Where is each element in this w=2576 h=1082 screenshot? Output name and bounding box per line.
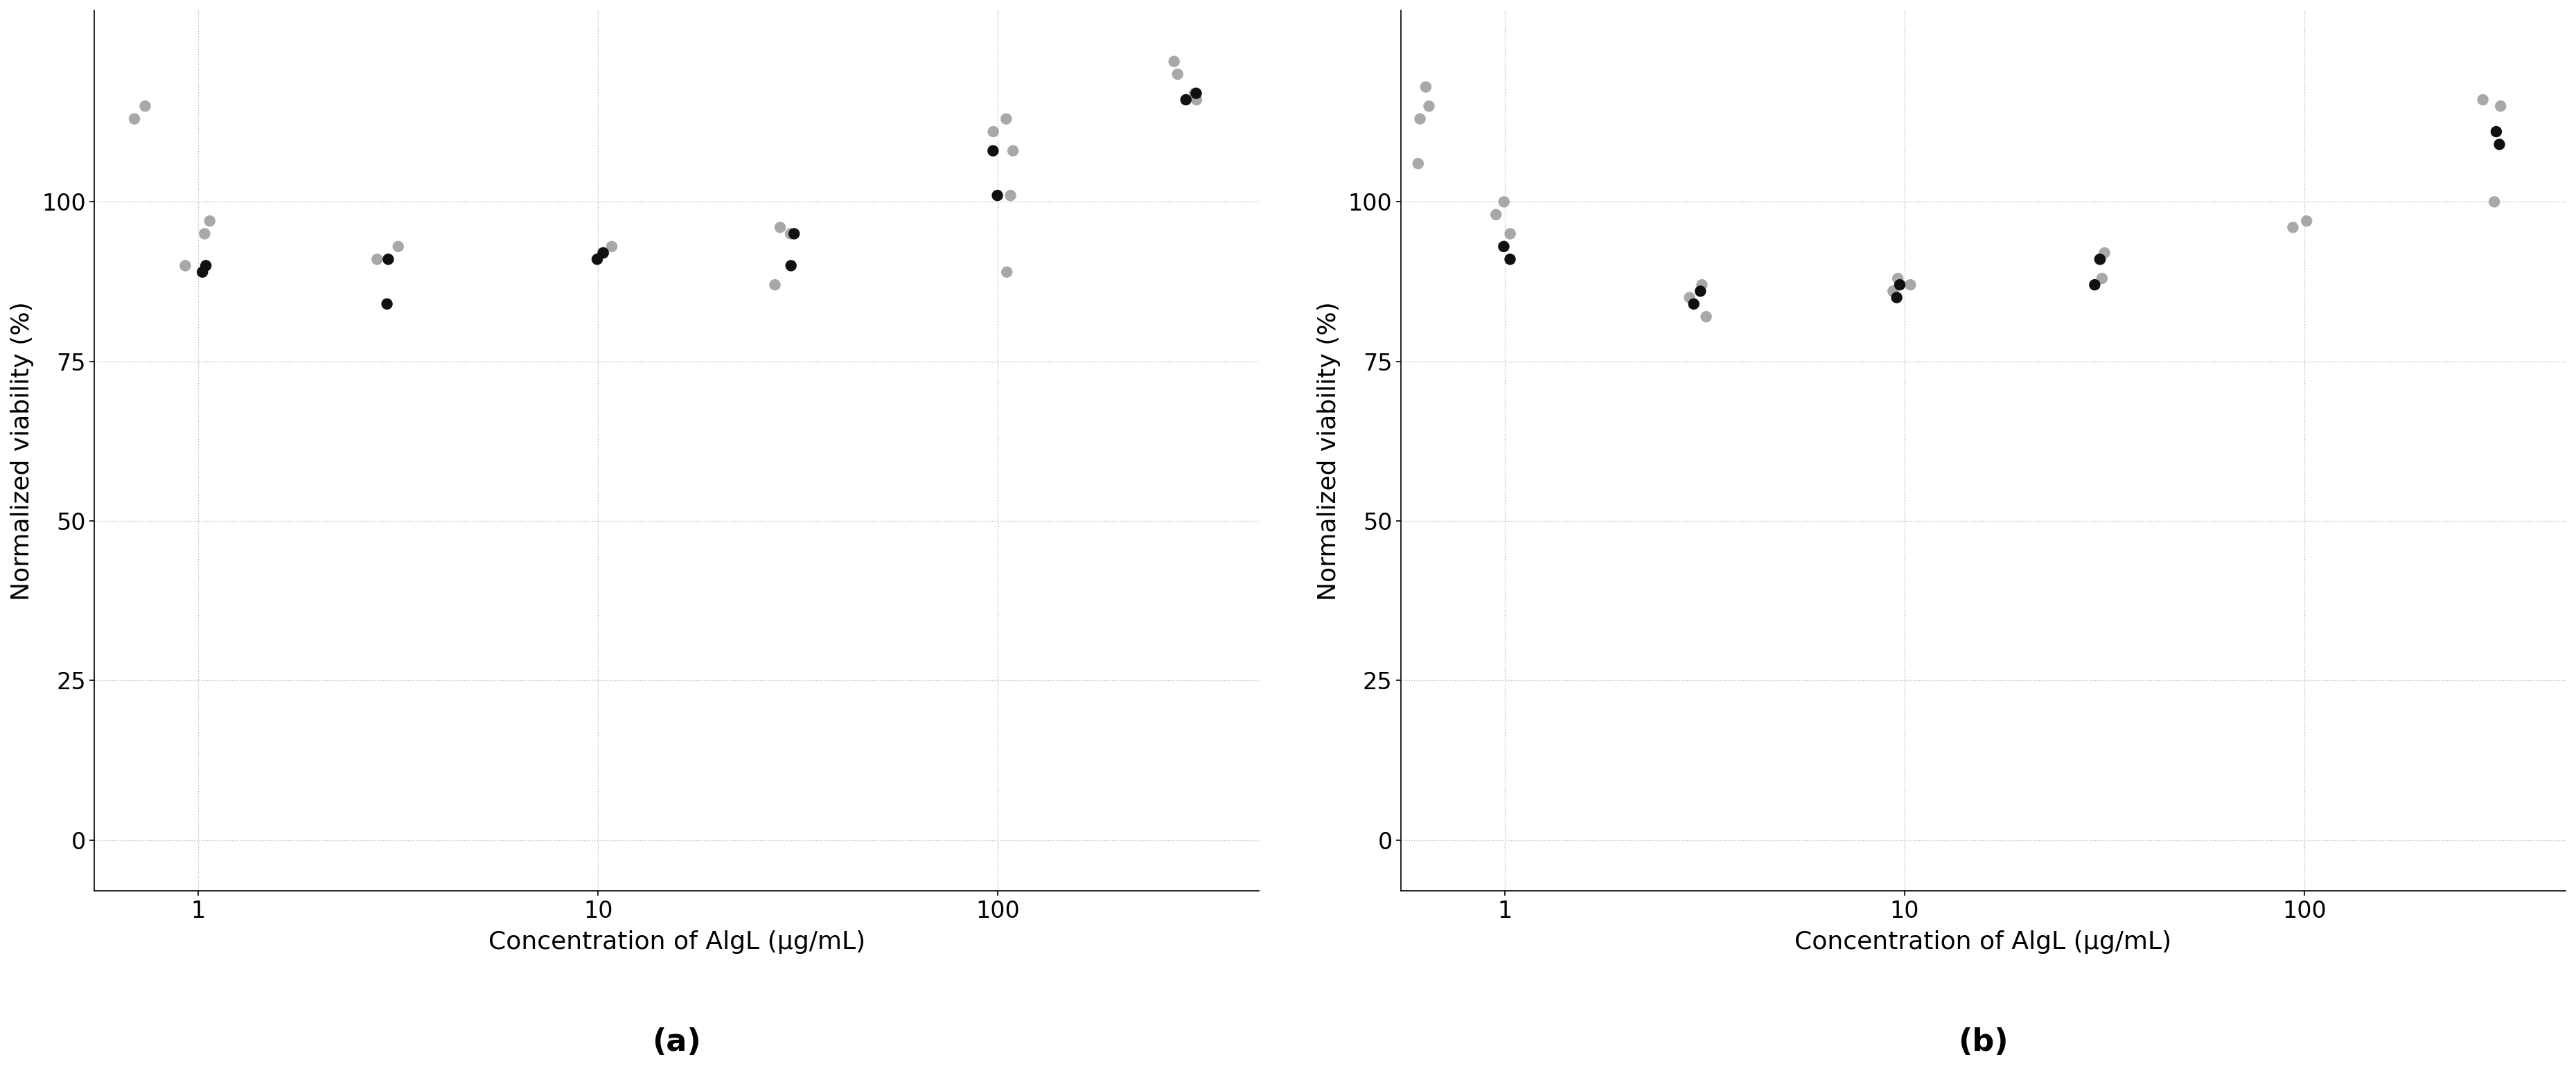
Point — [773, 225, 814, 242]
Point — [760, 219, 801, 236]
Point — [1875, 289, 1917, 306]
Point — [770, 258, 811, 275]
Point — [183, 263, 224, 280]
Point — [1175, 84, 1216, 102]
Point — [2079, 251, 2120, 268]
Point — [1177, 91, 1218, 108]
Point — [974, 123, 1015, 141]
Point — [770, 225, 811, 242]
Point — [577, 251, 618, 268]
Point — [1399, 155, 1440, 172]
Point — [590, 238, 631, 255]
Point — [2476, 123, 2517, 141]
Point — [755, 276, 796, 293]
Point — [1489, 225, 1530, 242]
Point — [1669, 289, 1710, 306]
Point — [1680, 282, 1721, 300]
Point — [2272, 219, 2313, 236]
Y-axis label: Normalized viability (%): Normalized viability (%) — [1316, 301, 1340, 601]
Point — [992, 142, 1033, 159]
Point — [1484, 194, 1525, 211]
Point — [185, 258, 227, 275]
Point — [1399, 110, 1440, 128]
Point — [183, 225, 224, 242]
Point — [188, 212, 229, 229]
Point — [989, 187, 1030, 204]
Point — [2481, 97, 2522, 115]
Point — [1891, 276, 1932, 293]
Point — [1873, 282, 1914, 300]
Point — [124, 97, 165, 115]
Point — [2074, 276, 2115, 293]
Point — [987, 263, 1028, 280]
Point — [2084, 245, 2125, 262]
Point — [1175, 84, 1216, 102]
Point — [976, 187, 1018, 204]
Point — [1476, 206, 1517, 223]
Point — [1484, 238, 1525, 255]
Point — [1164, 91, 1206, 108]
Point — [2463, 91, 2504, 108]
Point — [165, 258, 206, 275]
X-axis label: Concentration of AlgL (μg/mL): Concentration of AlgL (μg/mL) — [489, 931, 866, 954]
Point — [2473, 194, 2514, 211]
Point — [1406, 78, 1448, 95]
Point — [2285, 212, 2326, 229]
Point — [113, 110, 155, 128]
Point — [582, 245, 623, 262]
Y-axis label: Normalized viability (%): Normalized viability (%) — [10, 301, 33, 601]
Text: (a): (a) — [652, 1028, 701, 1057]
Point — [1682, 276, 1723, 293]
Point — [1878, 276, 1919, 293]
Point — [366, 295, 407, 313]
Point — [582, 245, 623, 262]
Point — [355, 251, 397, 268]
Text: (b): (b) — [1958, 1028, 2009, 1057]
Point — [987, 110, 1028, 128]
Point — [1878, 269, 1919, 287]
Point — [1674, 295, 1716, 313]
Point — [2478, 135, 2519, 153]
Point — [2079, 251, 2120, 268]
Point — [2081, 269, 2123, 287]
Point — [368, 251, 410, 268]
Point — [379, 238, 420, 255]
Point — [1154, 53, 1195, 70]
Point — [1685, 308, 1726, 326]
Point — [1409, 97, 1450, 115]
Point — [1157, 66, 1198, 83]
Point — [974, 142, 1015, 159]
X-axis label: Concentration of AlgL (μg/mL): Concentration of AlgL (μg/mL) — [1795, 931, 2172, 954]
Point — [1489, 251, 1530, 268]
